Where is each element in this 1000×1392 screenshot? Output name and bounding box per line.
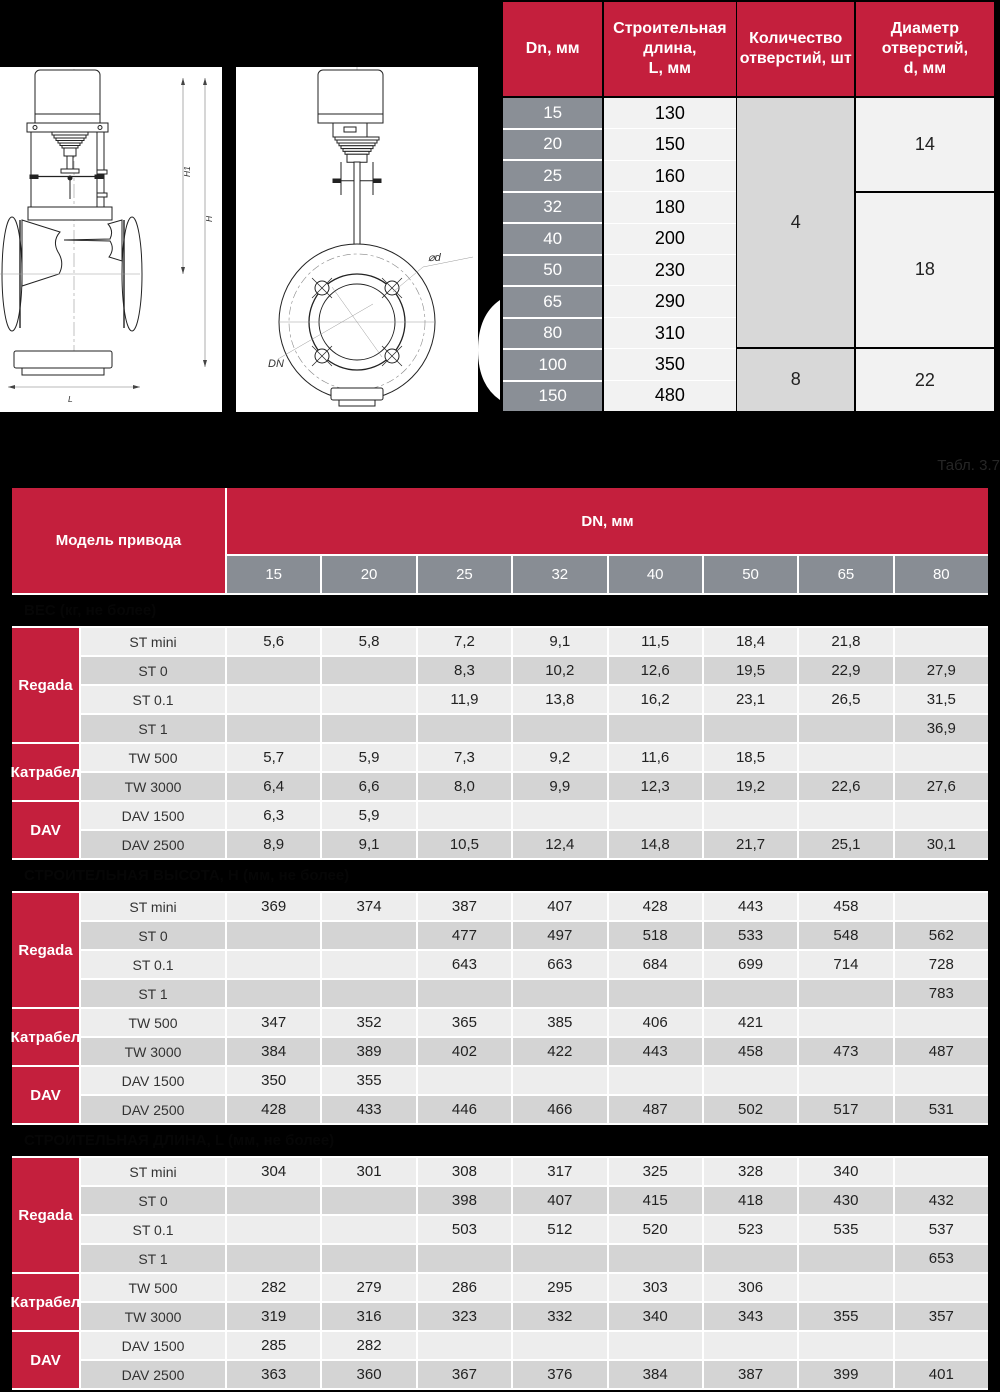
svg-text:H: H <box>204 215 214 222</box>
svg-text:H1: H1 <box>182 166 192 177</box>
svg-text:DN: DN <box>268 358 284 370</box>
svg-text:⌀d: ⌀d <box>428 252 442 264</box>
svg-text:L: L <box>68 394 73 404</box>
